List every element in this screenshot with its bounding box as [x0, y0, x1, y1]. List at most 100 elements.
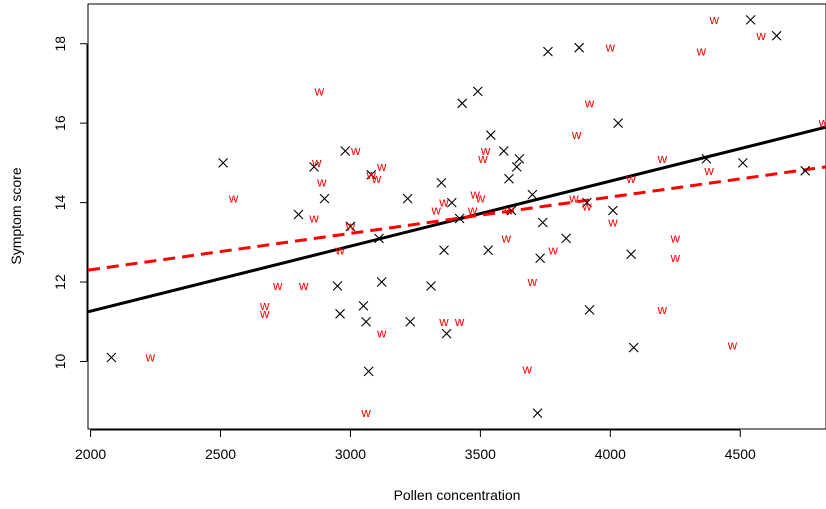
x-marker	[402, 193, 413, 204]
w-marker: w	[818, 115, 826, 130]
w-marker: w	[755, 28, 766, 43]
x-axis-title: Pollen concentration	[394, 487, 521, 503]
y-axis-title: Symptom score	[8, 167, 24, 264]
w-marker: w	[467, 203, 478, 218]
w-marker: w	[703, 163, 714, 178]
w-marker: w	[527, 274, 538, 289]
x-axis: 2000 2500 3000 3500 4000 4500	[75, 429, 756, 462]
y-tick-label: 14	[52, 195, 68, 211]
x-marker	[358, 300, 369, 311]
w-marker: w	[438, 314, 449, 329]
x-marker	[511, 161, 522, 172]
x-marker	[800, 165, 811, 176]
w-marker: w	[521, 361, 532, 376]
x-marker	[771, 30, 782, 41]
w-marker: w	[438, 195, 449, 210]
x-marker	[446, 197, 457, 208]
y-tick-label: 16	[52, 115, 68, 131]
w-marker: w	[501, 230, 512, 245]
w-marker: w	[272, 278, 283, 293]
w-marker: w	[503, 203, 514, 218]
w-marker: w	[376, 159, 387, 174]
x-marker	[582, 197, 592, 208]
x-tick-label: 2500	[205, 446, 236, 462]
w-marker: w	[475, 191, 486, 206]
x-marker	[319, 193, 330, 204]
x-marker	[436, 177, 447, 188]
y-tick-label: 12	[52, 274, 68, 290]
plot-frame	[87, 3, 826, 430]
x-marker	[472, 86, 483, 97]
w-marker: w	[371, 171, 382, 186]
x-marker	[345, 221, 356, 232]
w-marker: w	[345, 218, 356, 233]
y-tick-label: 10	[52, 353, 68, 369]
w-marker: w	[480, 143, 491, 158]
w-marker: w	[311, 155, 322, 170]
x-tick-label: 2000	[75, 446, 106, 462]
x-marker	[363, 366, 374, 377]
w-marker: w	[709, 12, 720, 27]
w-marker: w	[454, 314, 465, 329]
x-tick-label: 4000	[595, 446, 626, 462]
w-marker: w	[477, 151, 488, 166]
w-marker: w	[334, 242, 345, 257]
x-marker	[335, 308, 345, 319]
w-marker: w	[360, 405, 371, 420]
w-marker: w	[657, 151, 668, 166]
w-marker: w	[547, 242, 558, 257]
x-marker	[441, 328, 452, 339]
x-marker	[340, 146, 351, 156]
x-marker	[613, 118, 624, 129]
y-axis: 10 12 14 16 18	[52, 36, 88, 369]
w-marker: w	[145, 350, 156, 365]
w-marker: w	[584, 95, 595, 110]
x-marker	[332, 281, 343, 291]
x-marker	[498, 146, 509, 156]
x-marker	[439, 245, 449, 256]
w-marker: w	[670, 250, 681, 265]
w-marker: w	[469, 187, 480, 202]
x-marker	[218, 157, 229, 168]
x-marker	[543, 46, 553, 57]
x-marker	[454, 213, 465, 224]
w-marker: w	[298, 278, 309, 293]
w-marker: w	[259, 306, 270, 321]
x-marker	[537, 217, 548, 228]
x-marker	[485, 130, 496, 140]
w-marker: w	[581, 199, 592, 214]
w-marker: w	[259, 298, 270, 313]
x-marker	[293, 209, 304, 220]
w-marker: w	[314, 83, 325, 98]
x-marker	[561, 233, 572, 244]
x-marker	[405, 316, 416, 327]
w-marker: w	[727, 338, 738, 353]
y-tick-label: 18	[52, 36, 68, 52]
x-marker	[483, 245, 494, 256]
red-dashed-fit-line	[87, 165, 826, 272]
x-marker	[366, 169, 377, 180]
w-marker: w	[696, 44, 707, 59]
x-marker	[374, 233, 384, 244]
x-marker	[574, 42, 585, 53]
w-marker: w	[605, 40, 616, 55]
x-marker	[535, 253, 546, 264]
w-marker: w	[670, 230, 681, 245]
x-tick-label: 3500	[465, 446, 496, 462]
w-marker: w	[316, 175, 327, 190]
x-marker	[608, 205, 618, 216]
x-marker	[626, 249, 636, 260]
w-marker: w	[308, 210, 319, 225]
w-marker: w	[625, 171, 636, 186]
w-marker: w	[657, 302, 668, 317]
x-marker	[309, 161, 319, 172]
w-marker: w	[376, 326, 387, 341]
x-marker	[504, 173, 514, 184]
x-marker	[628, 342, 639, 353]
w-marker: w	[607, 214, 618, 229]
w-marker: w	[366, 167, 377, 182]
w-marker: w	[431, 203, 442, 218]
x-marker	[361, 316, 371, 327]
